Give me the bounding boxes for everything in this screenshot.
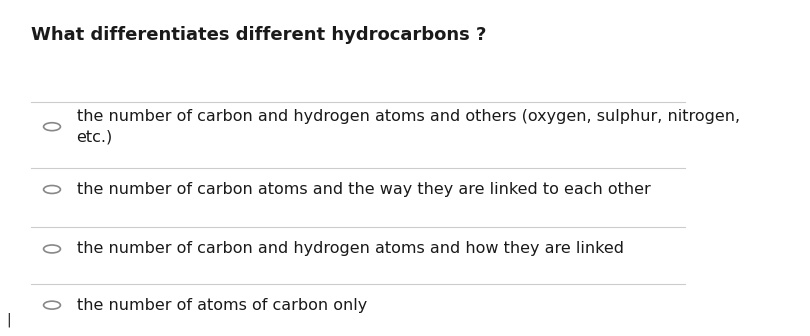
Text: the number of carbon and hydrogen atoms and how they are linked: the number of carbon and hydrogen atoms … — [77, 242, 624, 256]
Text: the number of carbon atoms and the way they are linked to each other: the number of carbon atoms and the way t… — [77, 182, 650, 197]
Text: the number of carbon and hydrogen atoms and others (oxygen, sulphur, nitrogen,
e: the number of carbon and hydrogen atoms … — [77, 109, 740, 145]
Text: |: | — [6, 312, 11, 327]
Text: What differentiates different hydrocarbons ?: What differentiates different hydrocarbo… — [31, 26, 486, 44]
Text: the number of atoms of carbon only: the number of atoms of carbon only — [77, 298, 367, 312]
